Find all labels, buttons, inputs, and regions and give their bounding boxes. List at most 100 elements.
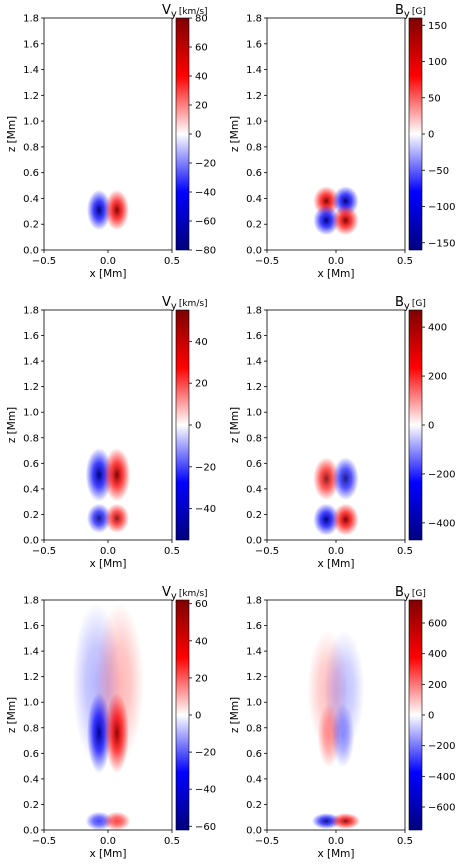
field-blob — [86, 503, 112, 534]
colorbar-tick-label: −20 — [195, 159, 216, 170]
field-blob — [332, 457, 359, 501]
colorbar-tick-label: 600 — [428, 619, 447, 630]
y-tick-label: 0.4 — [23, 484, 39, 495]
colorbar-title: Vy [km/s] — [162, 585, 208, 602]
y-tick-label: 0.0 — [23, 826, 39, 837]
colorbar-tick-label: 60 — [195, 43, 208, 54]
x-axis-label: x [Mm] — [317, 268, 354, 280]
panel-0: 0.00.20.40.60.81.01.21.41.61.8−0.5 0.0 0.5… — [6, 3, 216, 280]
y-tick-label: 0.0 — [246, 826, 262, 837]
y-tick-label: 1.6 — [246, 331, 262, 342]
x-axis-label: x [Mm] — [317, 848, 354, 860]
panel-5: 0.00.20.40.60.81.01.21.41.61.8−0.5 0.0 0.5… — [229, 585, 455, 860]
y-tick-label: 1.2 — [246, 91, 262, 102]
colorbar-tick-label: −40 — [195, 188, 216, 199]
y-tick-label: 1.8 — [246, 306, 262, 317]
colorbar-tick-label: −400 — [428, 518, 455, 529]
y-tick-label: 1.2 — [23, 672, 39, 683]
y-axis-label: z [Mm] — [229, 116, 241, 152]
y-axis-label: z [Mm] — [229, 697, 241, 733]
y-tick-label: 0.2 — [23, 800, 39, 811]
y-tick-label: 0.4 — [246, 484, 262, 495]
x-tick-label: −0.5 — [32, 546, 56, 557]
colorbar-tick-label: 100 — [428, 57, 447, 68]
colorbar-title: Vy [km/s] — [162, 3, 208, 20]
colorbar-tick-label: 0 — [195, 711, 201, 722]
x-tick-label: −0.5 — [32, 836, 56, 847]
field-blob — [313, 503, 340, 536]
y-tick-label: 0.2 — [23, 220, 39, 231]
x-tick-label: 0.5 — [164, 256, 180, 267]
y-tick-label: 1.0 — [23, 698, 39, 709]
colorbar-tick-label: 200 — [428, 372, 447, 383]
y-tick-label: 0.2 — [23, 510, 39, 521]
colorbar-tick-label: −60 — [195, 217, 216, 228]
x-tick-label: 0.5 — [397, 546, 413, 557]
heatmap-field — [86, 189, 130, 231]
colorbar-tick-label: 40 — [195, 636, 208, 647]
colorbar-title: By [G] — [395, 585, 426, 602]
colorbar-tick-label: 20 — [195, 101, 208, 112]
heatmap-field — [313, 457, 359, 536]
colorbar-tick-label: −20 — [195, 462, 216, 473]
x-tick-label: 0.5 — [164, 836, 180, 847]
colorbar-tick-label: −50 — [428, 166, 449, 177]
colorbar-title: By [G] — [395, 295, 426, 312]
colorbar-tick-label: 150 — [428, 21, 447, 32]
y-tick-label: 0.2 — [246, 220, 262, 231]
y-axis-label: z [Mm] — [229, 407, 241, 443]
y-tick-label: 0.6 — [246, 459, 262, 470]
field-blob — [86, 189, 112, 231]
y-tick-label: 1.6 — [23, 621, 39, 632]
colorbar-tick-label: −40 — [195, 785, 216, 796]
colorbar — [408, 599, 423, 831]
colorbar-tick-label: 200 — [428, 680, 447, 691]
y-tick-label: 0.4 — [246, 194, 262, 205]
field-blob — [104, 189, 130, 231]
y-tick-label: 1.6 — [246, 621, 262, 632]
y-tick-label: 0.6 — [23, 749, 39, 760]
y-tick-label: 0.2 — [246, 510, 262, 521]
y-tick-label: 0.0 — [246, 246, 262, 257]
colorbar-tick-label: 40 — [195, 337, 208, 348]
y-tick-label: 1.0 — [23, 408, 39, 419]
y-tick-label: 1.4 — [23, 65, 39, 76]
y-tick-label: 0.6 — [23, 459, 39, 470]
heatmap-field — [85, 448, 131, 534]
y-axis-label: z [Mm] — [6, 697, 18, 733]
colorbar-tick-label: 50 — [428, 93, 441, 104]
field-blob — [103, 811, 131, 830]
y-tick-label: 1.2 — [246, 382, 262, 393]
y-tick-label: 1.6 — [246, 39, 262, 50]
y-tick-label: 0.4 — [23, 774, 39, 785]
y-tick-label: 1.2 — [246, 672, 262, 683]
colorbar-tick-label: −40 — [195, 504, 216, 515]
field-blob — [331, 813, 361, 830]
heatmap-field — [307, 630, 365, 830]
colorbar-tick-label: 20 — [195, 673, 208, 684]
colorbar-tick-label: 0 — [428, 421, 434, 432]
colorbar-tick-label: 0 — [428, 130, 434, 141]
colorbar-tick-label: 80 — [195, 14, 208, 25]
y-tick-label: 1.8 — [23, 306, 39, 317]
x-tick-label: 0.5 — [397, 256, 413, 267]
y-tick-label: 1.2 — [23, 91, 39, 102]
plot-area — [267, 310, 405, 540]
panel-4: 0.00.20.40.60.81.01.21.41.61.8−0.5 0.0 0.5… — [6, 585, 216, 860]
y-tick-label: 1.0 — [23, 117, 39, 128]
panel-3: 0.00.20.40.60.81.01.21.41.61.8−0.5 0.0 0.5… — [229, 295, 455, 570]
y-tick-label: 0.8 — [246, 723, 262, 734]
colorbar — [408, 309, 423, 541]
colorbar — [175, 17, 190, 251]
colorbar-tick-label: −60 — [195, 822, 216, 833]
y-tick-label: 1.4 — [23, 647, 39, 658]
colorbar-tick-label: 400 — [428, 649, 447, 660]
colorbar-tick-label: −80 — [195, 246, 216, 257]
y-tick-label: 0.8 — [23, 433, 39, 444]
colorbar — [175, 599, 190, 831]
colorbar-title: By [G] — [395, 3, 426, 20]
colorbar — [408, 17, 423, 251]
field-blob — [104, 503, 130, 534]
y-tick-label: 1.6 — [23, 331, 39, 342]
